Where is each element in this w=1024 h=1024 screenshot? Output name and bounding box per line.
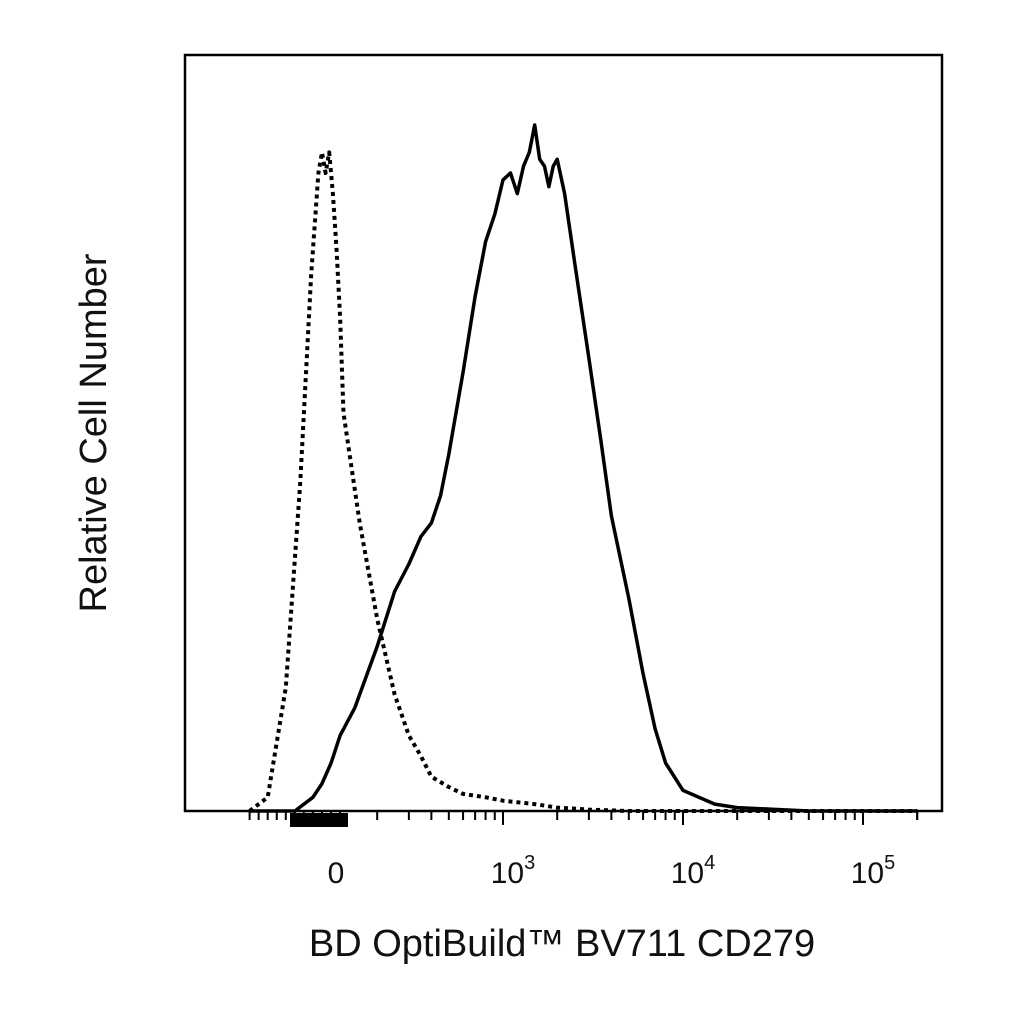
series-solid-line	[249, 123, 918, 813]
series-dotted-line	[248, 150, 918, 813]
x-tick-label-exponent: 5	[884, 852, 895, 874]
x-tick-label-base: 10	[671, 857, 704, 890]
y-axis-label: Relative Cell Number	[73, 253, 115, 612]
x-tick-label: 105	[851, 852, 896, 890]
x-axis-label: BD OptiBuild™ BV711 CD279	[309, 923, 815, 965]
x-tick-label: 104	[671, 852, 716, 890]
x-tick-label-exponent: 4	[704, 852, 715, 874]
x-tick-label-base: 10	[851, 857, 884, 890]
x-tick-label: 0	[328, 857, 345, 890]
x-tick-cluster	[290, 813, 348, 827]
x-axis-ticks	[248, 811, 919, 827]
histogram-series	[248, 123, 918, 813]
x-tick-label-base: 10	[491, 857, 524, 890]
x-axis-tick-labels: 0 103 104 105	[328, 852, 896, 890]
x-tick-label: 103	[491, 852, 536, 890]
x-tick-label-exponent: 3	[524, 852, 535, 874]
plot-frame	[183, 53, 944, 813]
x-tick-label-base: 0	[328, 857, 345, 890]
